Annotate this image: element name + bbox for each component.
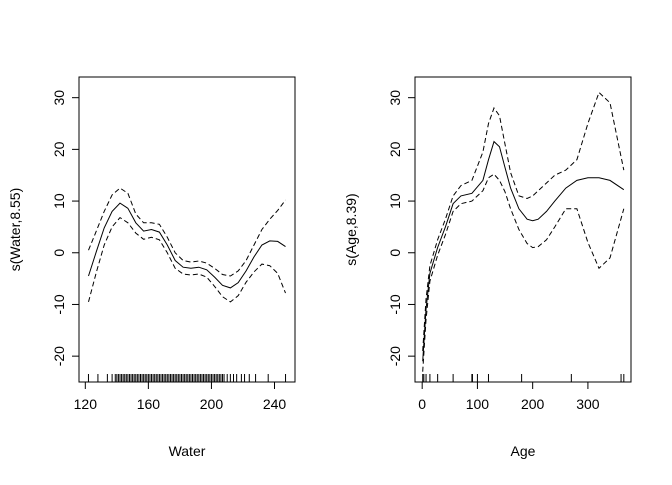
plot-frame-1: [78, 76, 296, 383]
x-axis-label: Water: [169, 443, 206, 459]
plot-frame-2: [414, 76, 632, 383]
y-tick-label: 20: [387, 141, 403, 157]
x-tick-label: 240: [263, 396, 287, 412]
x-tick-label: 200: [521, 396, 545, 412]
x-tick-label: 120: [74, 396, 98, 412]
series-line-lower: [422, 173, 625, 372]
y-tick-label: 30: [387, 90, 403, 106]
series-line-upper: [422, 91, 625, 352]
series-line-estimate: [422, 140, 625, 362]
y-tick-label: 0: [387, 249, 403, 257]
y-tick-label: 0: [51, 249, 67, 257]
y-tick-label: 30: [51, 90, 67, 106]
x-tick-label: 160: [137, 396, 161, 412]
y-tick-label: -20: [387, 346, 403, 366]
y-tick-label: -20: [51, 346, 67, 366]
y-tick-label: 10: [51, 193, 67, 209]
x-axis-label: Age: [511, 443, 536, 459]
y-tick-label: 20: [51, 141, 67, 157]
y-tick-label: -10: [51, 294, 67, 314]
series-line-upper: [88, 187, 286, 277]
series-line-lower: [88, 216, 286, 303]
y-axis-label: s(Water,8.55): [7, 188, 23, 272]
y-tick-label: 10: [387, 193, 403, 209]
x-tick-label: 300: [576, 396, 600, 412]
x-tick-label: 200: [200, 396, 224, 412]
x-tick-label: 0: [418, 396, 426, 412]
y-tick-label: -10: [387, 294, 403, 314]
y-axis-label: s(Age,8.39): [343, 193, 359, 265]
x-tick-label: 100: [466, 396, 490, 412]
series-line-estimate: [88, 202, 286, 289]
